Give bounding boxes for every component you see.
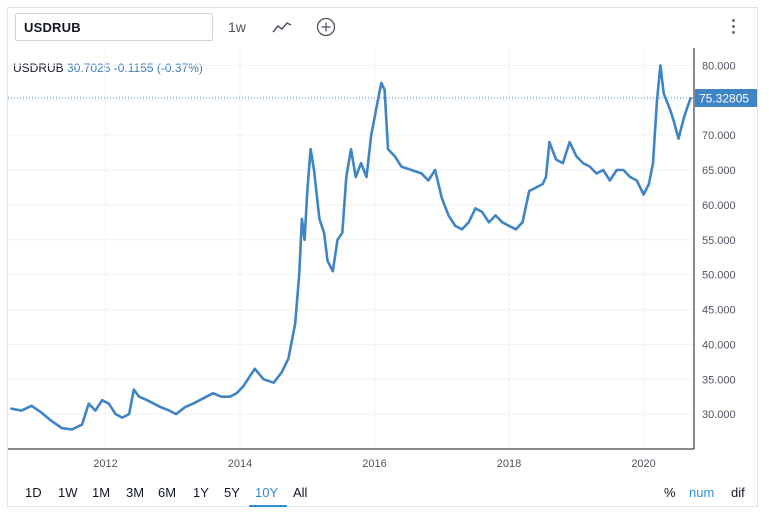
price-series-line bbox=[10, 64, 692, 431]
period-button-5y[interactable]: 5Y bbox=[224, 485, 240, 500]
price-label-box bbox=[695, 89, 757, 108]
legend-change: -0.1155 bbox=[113, 61, 154, 75]
x-tick-label: 2016 bbox=[362, 458, 386, 470]
y-tick-label: 50.000 bbox=[702, 270, 736, 282]
line-chart-icon[interactable] bbox=[271, 18, 293, 38]
x-tick-label: 2012 bbox=[93, 458, 117, 470]
period-button-1d[interactable]: 1D bbox=[25, 485, 42, 500]
y-tick-label: 60.000 bbox=[702, 200, 736, 212]
period-button-all[interactable]: All bbox=[293, 485, 308, 500]
price-label-text: 75.32805 bbox=[699, 92, 749, 106]
x-tick-label: 2018 bbox=[497, 458, 521, 470]
y-tick-label: 30.000 bbox=[702, 409, 736, 421]
symbol-search-input[interactable]: USDRUB bbox=[15, 13, 213, 41]
scale-option-num[interactable]: num bbox=[689, 485, 715, 500]
symbol-text: USDRUB bbox=[24, 20, 81, 35]
legend: USDRUB 30.7025 -0.1155 (-0.37%) bbox=[13, 61, 203, 75]
legend-change-pct: (-0.37%) bbox=[156, 61, 203, 75]
scale-option-percent[interactable]: % bbox=[664, 485, 676, 500]
y-tick-label: 35.000 bbox=[702, 374, 736, 386]
period-button-1m[interactable]: 1M bbox=[92, 485, 111, 500]
y-tick-label: 70.000 bbox=[702, 130, 736, 142]
y-tick-label: 40.000 bbox=[702, 339, 736, 351]
scale-option-dif[interactable]: dif bbox=[731, 485, 745, 500]
toolbar: USDRUB 1w bbox=[8, 8, 757, 48]
period-button-3m[interactable]: 3M bbox=[126, 485, 145, 500]
price-chart[interactable]: 30.000 35.000 40.000 45.000 50.000 55.000 60.0… bbox=[8, 8, 757, 478]
period-button-1w[interactable]: 1W bbox=[58, 485, 78, 500]
y-tick-label: 45.000 bbox=[702, 305, 736, 317]
y-tick-label: 55.000 bbox=[702, 235, 736, 247]
x-tick-label: 2020 bbox=[631, 458, 655, 470]
y-tick-label: 80.000 bbox=[702, 60, 736, 72]
add-circle-icon[interactable] bbox=[315, 16, 337, 38]
interval-button[interactable]: 1w bbox=[228, 19, 246, 35]
period-button-10y[interactable]: 10Y bbox=[255, 485, 279, 500]
chart-widget: USDRUB 1w USDRUB 30.7025 -0.1155 (-0.37%… bbox=[7, 7, 758, 507]
legend-symbol: USDRUB bbox=[13, 61, 64, 75]
period-button-1y[interactable]: 1Y bbox=[193, 485, 209, 500]
vertical-dots-icon[interactable] bbox=[731, 17, 737, 39]
y-tick-label: 65.000 bbox=[702, 165, 736, 177]
period-button-6m[interactable]: 6M bbox=[158, 485, 177, 500]
active-period-underline bbox=[249, 505, 287, 507]
x-tick-label: 2014 bbox=[228, 458, 252, 470]
legend-last: 30.7025 bbox=[67, 61, 111, 75]
